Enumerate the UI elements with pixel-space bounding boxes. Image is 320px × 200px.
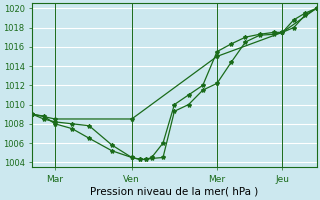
X-axis label: Pression niveau de la mer( hPa ): Pression niveau de la mer( hPa )	[90, 187, 259, 197]
